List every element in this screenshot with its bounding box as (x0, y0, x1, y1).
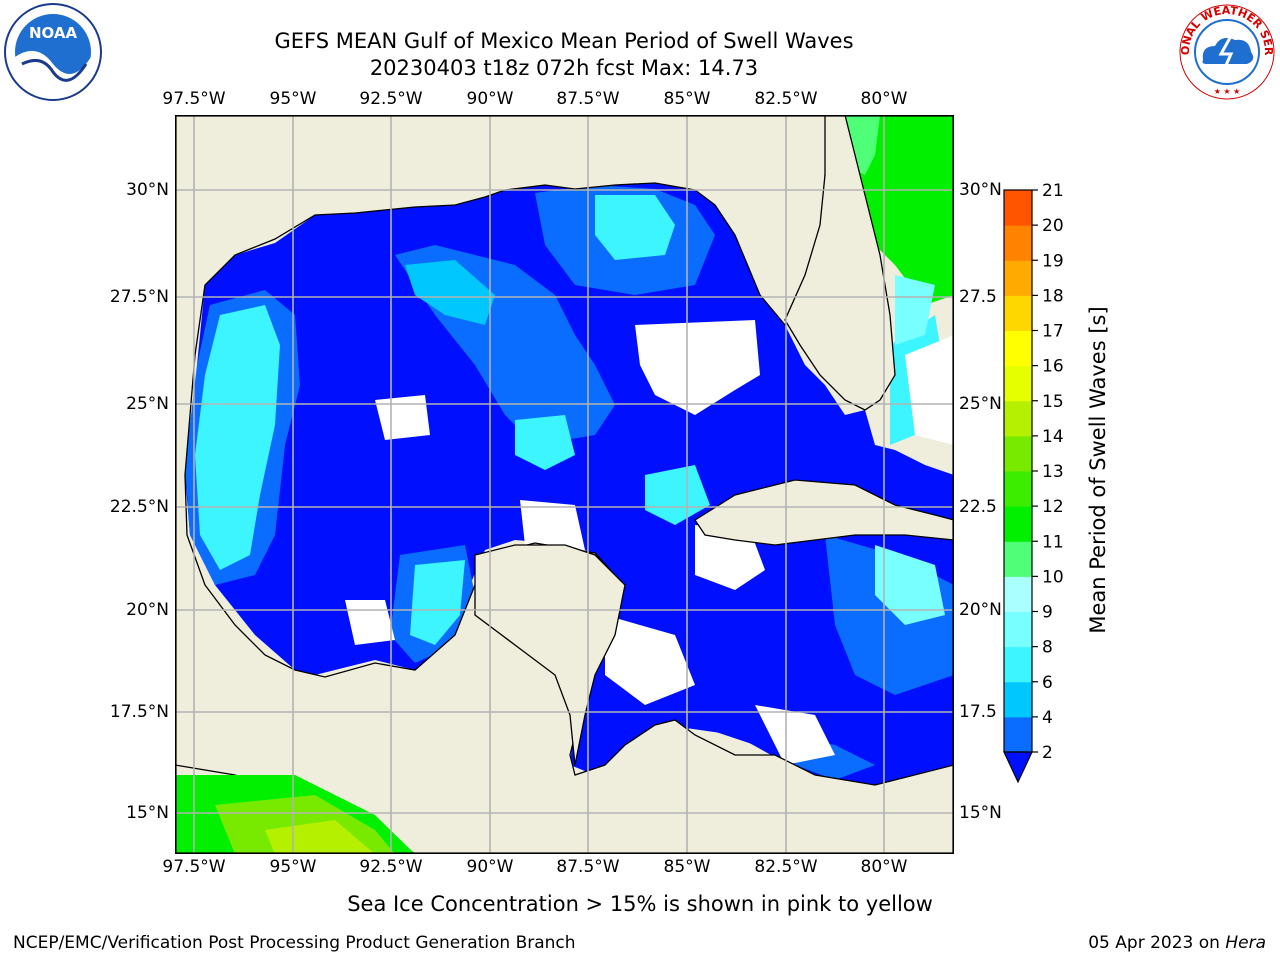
tick-label: 82.5°W (754, 89, 818, 109)
tick-label: 95°W (269, 857, 317, 877)
tick-label: 85°W (663, 89, 711, 109)
colorbar-segment (1004, 471, 1032, 507)
colorbar-segment (1004, 365, 1032, 402)
tick-label: 82.5°W (754, 857, 818, 877)
colorbar-segment (1004, 225, 1032, 261)
tick-label: 87.5°W (556, 857, 620, 877)
tick-label: 22.5 (959, 497, 997, 517)
colorbar-tick-label: 16 (1042, 357, 1064, 377)
colorbar-tick-label: 8 (1042, 638, 1053, 658)
tick-label: 25°N (959, 394, 1002, 414)
tick-label: 30°N (126, 180, 169, 200)
colorbar-segment (1004, 611, 1032, 648)
colorbar-segment (1004, 330, 1032, 367)
colorbar-tick-label: 12 (1042, 497, 1064, 517)
noaa-logo-text: NOAA (29, 24, 78, 42)
chart-title: GEFS MEAN Gulf of Mexico Mean Period of … (274, 29, 854, 53)
footer-date: 05 Apr 2023 on Hera (1088, 933, 1266, 953)
tick-label: 97.5°W (162, 857, 226, 877)
footer-date-text: 05 Apr 2023 on (1088, 933, 1220, 953)
tick-label: 15°N (959, 803, 1002, 823)
tick-label: 80°W (860, 857, 908, 877)
colorbar-segment (1004, 295, 1032, 331)
colorbar-segment (1004, 190, 1032, 226)
colorbar-segment (1004, 716, 1032, 753)
florida-peninsula (784, 115, 896, 411)
colorbar-tick-label: 20 (1042, 216, 1064, 236)
tick-label: 25°N (126, 394, 169, 414)
svg-text:★ ★ ★: ★ ★ ★ (1214, 87, 1241, 96)
colorbar-tick-label: 15 (1042, 392, 1064, 412)
tick-label: 92.5°W (359, 857, 423, 877)
colorbar-tick-label: 11 (1042, 532, 1064, 552)
colorbar-tick-label: 10 (1042, 567, 1064, 587)
map-panel (175, 115, 954, 854)
colorbar-tick-label: 2 (1042, 743, 1053, 763)
colorbar-label: Mean Period of Swell Waves [s] (1086, 306, 1110, 634)
colorbar-segment (1004, 646, 1032, 683)
colorbar-tick-label: 6 (1042, 673, 1053, 693)
colorbar-tick-label: 18 (1042, 286, 1064, 306)
colorbar-tick-label: 19 (1042, 251, 1064, 271)
colorbar-segment (1004, 435, 1032, 472)
colorbar-segment (1004, 576, 1032, 612)
tick-label: 85°W (663, 857, 711, 877)
cuba (694, 479, 954, 546)
colorbar-segment (1004, 506, 1032, 542)
tick-label: 95°W (269, 89, 317, 109)
tick-label: 90°W (466, 857, 514, 877)
map-border (175, 115, 954, 854)
footer-host: Hera (1225, 933, 1266, 953)
nws-logo: NATIONAL WEATHER SERVICE ★ ★ ★ (1177, 2, 1275, 100)
sea-ice-note: Sea Ice Concentration > 15% is shown in … (347, 892, 933, 916)
tick-label: 92.5°W (359, 89, 423, 109)
colorbar: 2 4 6 8 9 10 11 12 13 14 15 16 17 18 19 20 21 (1003, 181, 1064, 784)
colorbar-segment (1004, 260, 1032, 296)
footer-organization: NCEP/EMC/Verification Post Processing Pr… (13, 933, 576, 953)
tick-label: 90°W (466, 89, 514, 109)
tick-label: 87.5°W (556, 89, 620, 109)
colorbar-tick-label: 21 (1042, 181, 1064, 201)
tick-label: 20°N (126, 600, 169, 620)
colorbar-tick-label: 4 (1042, 708, 1053, 728)
colorbar-tick-label: 14 (1042, 427, 1064, 447)
tick-label: 27.5°N (109, 287, 169, 307)
tick-label: 22.5°N (109, 497, 169, 517)
tick-label: 15°N (126, 803, 169, 823)
colorbar-segment (1004, 541, 1032, 577)
colorbar-tick-label: 17 (1042, 322, 1064, 342)
tick-label: 17.5°N (109, 702, 169, 722)
colorbar-tick-label: 13 (1042, 462, 1064, 482)
tick-label: 97.5°W (162, 89, 226, 109)
graticule (175, 115, 954, 854)
tick-label: 20°N (959, 600, 1002, 620)
colorbar-segment (1004, 681, 1032, 718)
tick-label: 80°W (860, 89, 908, 109)
noaa-logo: NOAA (4, 3, 102, 101)
tick-label: 27.5 (959, 287, 997, 307)
colorbar-tick-label: 9 (1042, 603, 1053, 623)
us-gulf-coast (175, 115, 954, 854)
chart-subtitle: 20230403 t18z 072h fcst Max: 14.73 (369, 56, 759, 80)
tick-label: 30°N (959, 180, 1002, 200)
tick-label: 17.5 (959, 702, 997, 722)
colorbar-segment (1004, 400, 1032, 437)
colorbar-under-extension (1003, 751, 1033, 784)
